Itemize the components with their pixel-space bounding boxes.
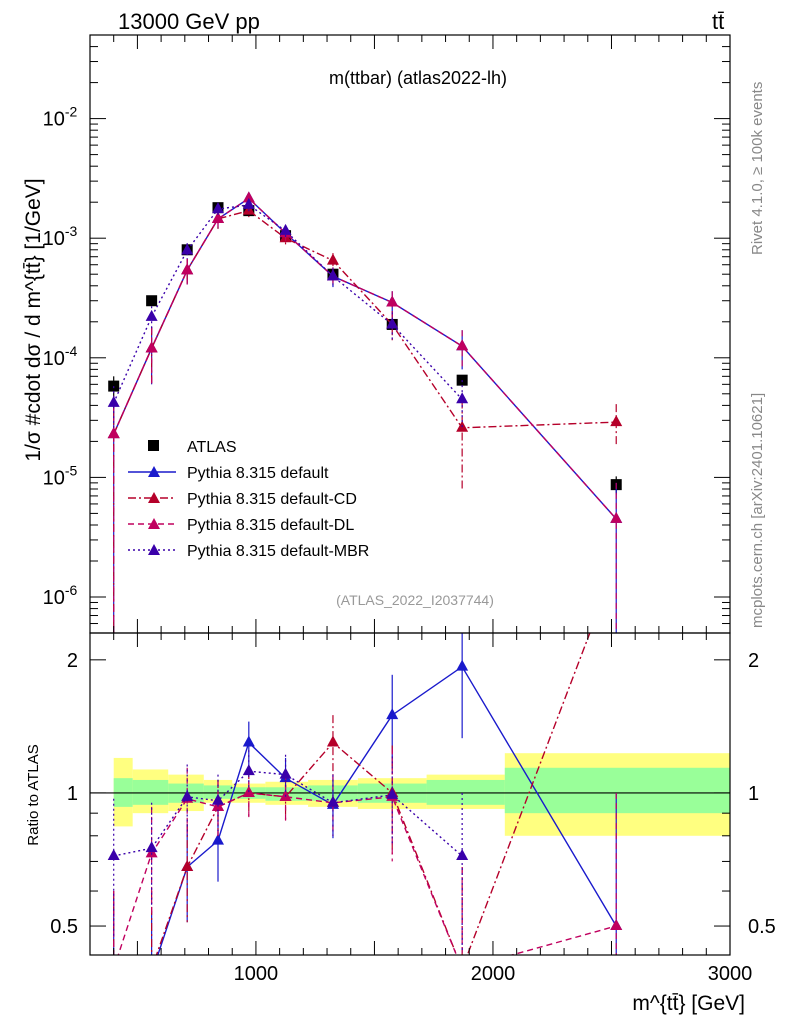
ratio-point-mbr	[279, 767, 292, 779]
legend-item-cd: Pythia 8.315 default-CD	[128, 491, 357, 508]
legend-default-label: Pythia 8.315 default	[187, 465, 329, 482]
data-point-cd	[242, 203, 255, 215]
ratio-point-cd	[181, 859, 194, 871]
data-point-mbr	[279, 223, 292, 235]
data-point-mbr	[181, 243, 194, 255]
ratio-point-default	[242, 735, 255, 747]
x-tick-label: 3000	[708, 963, 753, 985]
data-point-dl	[181, 263, 194, 275]
data-point-cd	[326, 253, 339, 265]
legend-mbr-label: Pythia 8.315 default-MBR	[187, 543, 369, 560]
data-point-dl	[212, 211, 224, 223]
ratio-y-tick-label-left: 1	[67, 783, 78, 805]
legend-dl-marker	[148, 518, 160, 529]
ratio-panel: 0.5 0.5 1 1 2 2 1000 2000 3000 Ratio to ATLAS m^…	[25, 632, 776, 1015]
x-tick-label: 1000	[234, 963, 279, 985]
legend-cd-label: Pythia 8.315 default-CD	[187, 491, 357, 508]
ratio-y-tick-label-right: 1	[748, 783, 759, 805]
y-tick-label: 10-6	[43, 582, 78, 609]
ratio-point-mbr	[386, 787, 399, 799]
legend-item-mbr: Pythia 8.315 default-MBR	[128, 543, 369, 560]
ratio-line-mbr	[113, 770, 463, 857]
ratio-point-default	[386, 708, 399, 720]
legend-item-default: Pythia 8.315 default	[128, 465, 329, 482]
ratio-y-axis-label: Ratio to ATLAS	[25, 744, 42, 845]
legend-item-atlas: ATLAS	[148, 439, 237, 456]
series-line-dl	[113, 197, 617, 520]
ratio-line-cd	[155, 633, 591, 955]
data-point-dl	[386, 295, 399, 307]
data-point-cd	[610, 415, 623, 427]
ratio-y-tick-label-right: 2	[748, 650, 759, 672]
data-point-dl	[107, 427, 120, 439]
data-point-dl	[242, 191, 255, 203]
legend: ATLAS Pythia 8.315 default Pythia 8.315 …	[128, 439, 369, 560]
ratio-plot-frame	[89, 632, 731, 956]
ratio-point-dl	[610, 919, 623, 931]
ratio-point-mbr	[181, 789, 194, 801]
ratio-line-dl	[117, 792, 617, 955]
legend-item-dl: Pythia 8.315 default-DL	[128, 517, 354, 534]
data-point-mbr	[212, 202, 224, 214]
legend-atlas-label: ATLAS	[187, 439, 237, 456]
mcplots-source-label: mcplots.cern.ch [arXiv:2401.10621]	[749, 393, 766, 628]
y-tick-label: 10-2	[43, 104, 78, 131]
ratio-point-mbr	[456, 849, 469, 861]
ratio-point-mbr	[212, 793, 224, 805]
ratio-line-default	[157, 665, 617, 955]
ratio-point-mbr	[326, 795, 339, 807]
data-point-mbr	[242, 197, 255, 209]
ratio-y-tick-label-left: 0.5	[50, 916, 78, 938]
data-point-dl	[456, 339, 469, 351]
data-point-mbr	[107, 395, 120, 407]
data-point-dl	[610, 511, 623, 523]
process-label: tt̄	[712, 9, 724, 34]
rivet-version-label: Rivet 4.1.0, ≥ 100k events	[749, 82, 766, 255]
data-point-mbr	[386, 317, 399, 329]
analysis-id-label: (ATLAS_2022_I2037744)	[336, 592, 494, 608]
x-tick-label: 2000	[471, 963, 516, 985]
ratio-point-mbr	[242, 764, 255, 776]
ratio-y-tick-label-right: 0.5	[748, 916, 776, 938]
data-point-atlas	[146, 295, 158, 307]
main-panel: 10-610-510-410-310-2 m(ttbar) (atlas2022…	[22, 34, 731, 634]
data-point-mbr	[145, 309, 158, 321]
data-point-mbr	[456, 392, 469, 404]
legend-mbr-marker	[148, 544, 160, 555]
uncertainty-band-inner	[504, 767, 730, 814]
ratio-point-cd	[326, 735, 339, 747]
y-tick-label: 10-4	[43, 343, 78, 370]
series-line-cd	[113, 209, 617, 435]
x-axis-label: m^{tt̄} [GeV]	[632, 992, 745, 1015]
data-point-dl	[145, 341, 158, 353]
legend-atlas-marker	[148, 440, 159, 451]
ratio-point-default	[212, 833, 224, 845]
legend-cd-marker	[148, 492, 160, 503]
ratio-y-tick-label-left: 2	[67, 650, 78, 672]
ratio-point-mbr	[145, 841, 158, 853]
ratio-point-mbr	[107, 849, 120, 861]
main-y-axis-label: 1/σ #cdot dσ / d m^{tt̄} [1/GeV]	[22, 178, 45, 461]
legend-dl-label: Pythia 8.315 default-DL	[187, 517, 354, 534]
collision-energy-label: 13000 GeV pp	[118, 9, 260, 34]
main-title: m(ttbar) (atlas2022-lh)	[329, 68, 507, 88]
ratio-point-default	[456, 659, 469, 671]
data-point-mbr	[326, 269, 339, 281]
legend-default-marker	[148, 466, 160, 477]
